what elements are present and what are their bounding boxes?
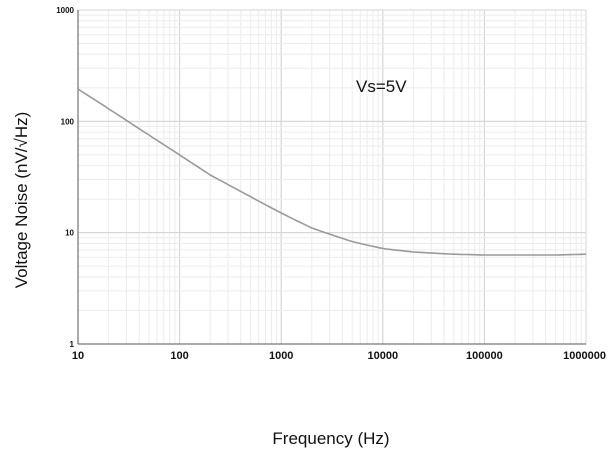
- y-tick-label: 100: [61, 117, 75, 126]
- plot-area: [78, 10, 586, 344]
- x-tick-label: 100000: [466, 350, 503, 362]
- y-tick-labels: 1 10 100 1000: [56, 6, 74, 349]
- y-tick-label: 1: [70, 340, 75, 349]
- annotation-label: Vs=5V: [356, 77, 407, 96]
- y-tick-label: 10: [65, 229, 74, 238]
- x-axis-title: Frequency (Hz): [272, 429, 389, 448]
- y-tick-label: 1000: [56, 6, 74, 15]
- y-axis-title: Voltage Noise (nV/√Hz): [12, 112, 31, 289]
- x-tick-label: 1000000: [563, 350, 606, 362]
- x-tick-label: 1000: [269, 350, 293, 362]
- x-tick-label: 100: [170, 350, 188, 362]
- x-tick-label: 10000: [368, 350, 399, 362]
- x-tick-label: 10: [72, 350, 84, 362]
- x-tick-labels: 10 100 1000 10000 100000 1000000: [72, 350, 606, 362]
